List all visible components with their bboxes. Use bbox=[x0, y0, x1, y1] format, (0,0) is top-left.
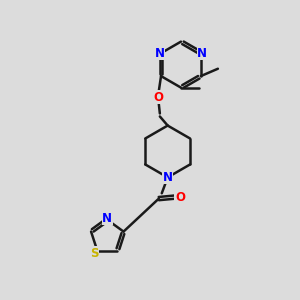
Text: N: N bbox=[102, 212, 112, 225]
Text: S: S bbox=[90, 247, 99, 260]
Text: O: O bbox=[175, 190, 185, 204]
Text: N: N bbox=[163, 171, 173, 184]
Text: N: N bbox=[154, 46, 165, 60]
Text: N: N bbox=[197, 46, 207, 60]
Text: O: O bbox=[154, 91, 164, 104]
